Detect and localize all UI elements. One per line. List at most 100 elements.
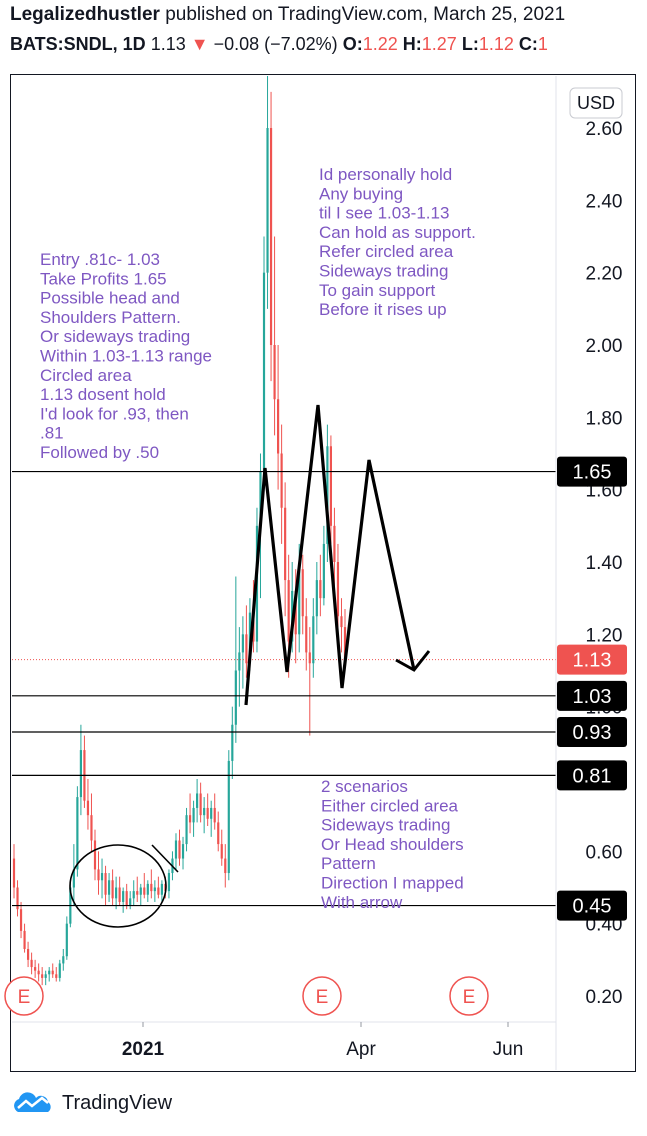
candle-body (93, 840, 97, 870)
candle-body (319, 580, 322, 599)
candle-body (100, 873, 104, 881)
tradingview-logo[interactable]: TradingView (10, 1090, 172, 1116)
y-tick-label: 2.60 (586, 119, 623, 140)
candle-body (55, 974, 58, 978)
candle-body (234, 670, 237, 725)
earnings-marker[interactable]: E (4, 976, 44, 1016)
annotation-left-line: Possible head and (40, 289, 180, 308)
arrow-head-icon (395, 650, 431, 672)
annotation-right-line: Any buying (319, 184, 403, 203)
candle-body (125, 891, 128, 906)
brand-name: TradingView (62, 1091, 173, 1114)
candle-body (269, 128, 273, 345)
candle-body (16, 887, 19, 910)
head-shoulders-line (244, 404, 416, 706)
candle-body (185, 815, 188, 845)
candle-body (241, 634, 244, 653)
candle-body (34, 967, 37, 971)
candle-body (26, 948, 30, 960)
candle-body (160, 883, 163, 895)
candle-body (12, 858, 16, 888)
annotation-left-line: I'd look for .93, then (40, 404, 189, 423)
candle-body (196, 793, 199, 808)
candle-body (79, 750, 82, 798)
candle-body (220, 844, 223, 859)
level-badge (557, 760, 627, 791)
annotation-left-line: Circled area (40, 366, 132, 385)
annotation-right-line: Refer circled area (319, 242, 454, 261)
earnings-circle (449, 976, 489, 1016)
candle-body (206, 807, 209, 819)
candle-body (213, 807, 216, 823)
candle-body (329, 446, 333, 526)
down-triangle-icon: ▼ (190, 34, 209, 54)
candle-body (76, 797, 79, 870)
author-name[interactable]: Legalizedhustler (10, 4, 160, 25)
earnings-icon: E (316, 987, 329, 1008)
candle-body (340, 616, 343, 628)
x-tick-label: 2021 (122, 1039, 165, 1060)
candle-body (19, 909, 23, 931)
candle-body (153, 887, 156, 892)
level-badge-label: 0.45 (573, 896, 612, 918)
annotation-right-line: Can hold as support. (319, 223, 476, 242)
close-label: C: (518, 34, 538, 54)
candle-body (315, 580, 318, 617)
annotation-right-line: To gain support (319, 281, 436, 300)
earnings-marker[interactable]: E (302, 976, 342, 1016)
earnings-icon: E (18, 987, 31, 1008)
candle-body (65, 923, 68, 957)
level-badge-label: 0.93 (573, 722, 612, 744)
currency-label: USD (577, 93, 615, 113)
candle-body (203, 807, 206, 816)
symbol: BATS:SNDL, 1D (10, 34, 146, 54)
candle-body (23, 930, 26, 949)
tradingview-cloud-icon (14, 1092, 51, 1112)
annotation-bottom-line: With arrow (321, 893, 403, 912)
candle-body (104, 873, 107, 895)
candle-body (227, 760, 230, 874)
earnings-marker[interactable]: E (449, 976, 489, 1016)
circled-area (69, 844, 167, 928)
level-badge-label: 0.81 (573, 765, 612, 787)
publish-line: Legalizedhustler published on TradingVie… (10, 4, 565, 26)
annotation-right-line: til I see 1.03-1.13 (319, 204, 449, 223)
candle-body (238, 652, 241, 671)
currency-badge[interactable]: USD (569, 87, 623, 119)
last-price-badge-label: 1.13 (573, 650, 612, 672)
candle-body (143, 887, 146, 895)
y-tick-label: 2.00 (586, 336, 623, 357)
candle-body (298, 569, 301, 635)
annotation-left-line: Entry .81c- 1.03 (40, 250, 160, 269)
annotation-right-line: Id personally hold (319, 165, 452, 184)
annotation-left-line: Followed by .50 (40, 443, 159, 462)
candle-body (266, 128, 269, 273)
candle-body (322, 543, 325, 599)
annotation-left-line: Within 1.03-1.13 range (40, 347, 212, 366)
candle-body (136, 891, 139, 895)
level-badge (557, 456, 627, 487)
earnings-circle (302, 976, 342, 1016)
candle-body (122, 891, 125, 902)
level-badge-label: 1.65 (573, 462, 612, 484)
candle-body (51, 970, 54, 975)
y-tick-label: 1.20 (586, 625, 623, 646)
y-tick-label: 1.40 (586, 553, 623, 574)
candle-body (132, 891, 135, 899)
candle-body (157, 887, 160, 895)
level-badge-label: 1.03 (573, 686, 612, 708)
candle-body (48, 970, 51, 975)
ohlc-line: BATS:SNDL, 1D 1.13 ▼ −0.08 (−7.02%) O:1.… (10, 34, 548, 55)
level-badge (557, 680, 627, 711)
candle-body (146, 883, 149, 895)
candle-body (111, 880, 114, 899)
candle-body (150, 883, 153, 892)
y-tick-label: 2.20 (586, 264, 623, 285)
candle-body (97, 869, 100, 881)
annotation-bottom-line: Either circled area (321, 796, 459, 815)
price-axis: 2.602.402.202.001.801.601.401.201.000.60… (555, 76, 627, 1070)
annotation-left-line: Shoulders Pattern. (40, 308, 181, 327)
candle-body (129, 898, 132, 906)
